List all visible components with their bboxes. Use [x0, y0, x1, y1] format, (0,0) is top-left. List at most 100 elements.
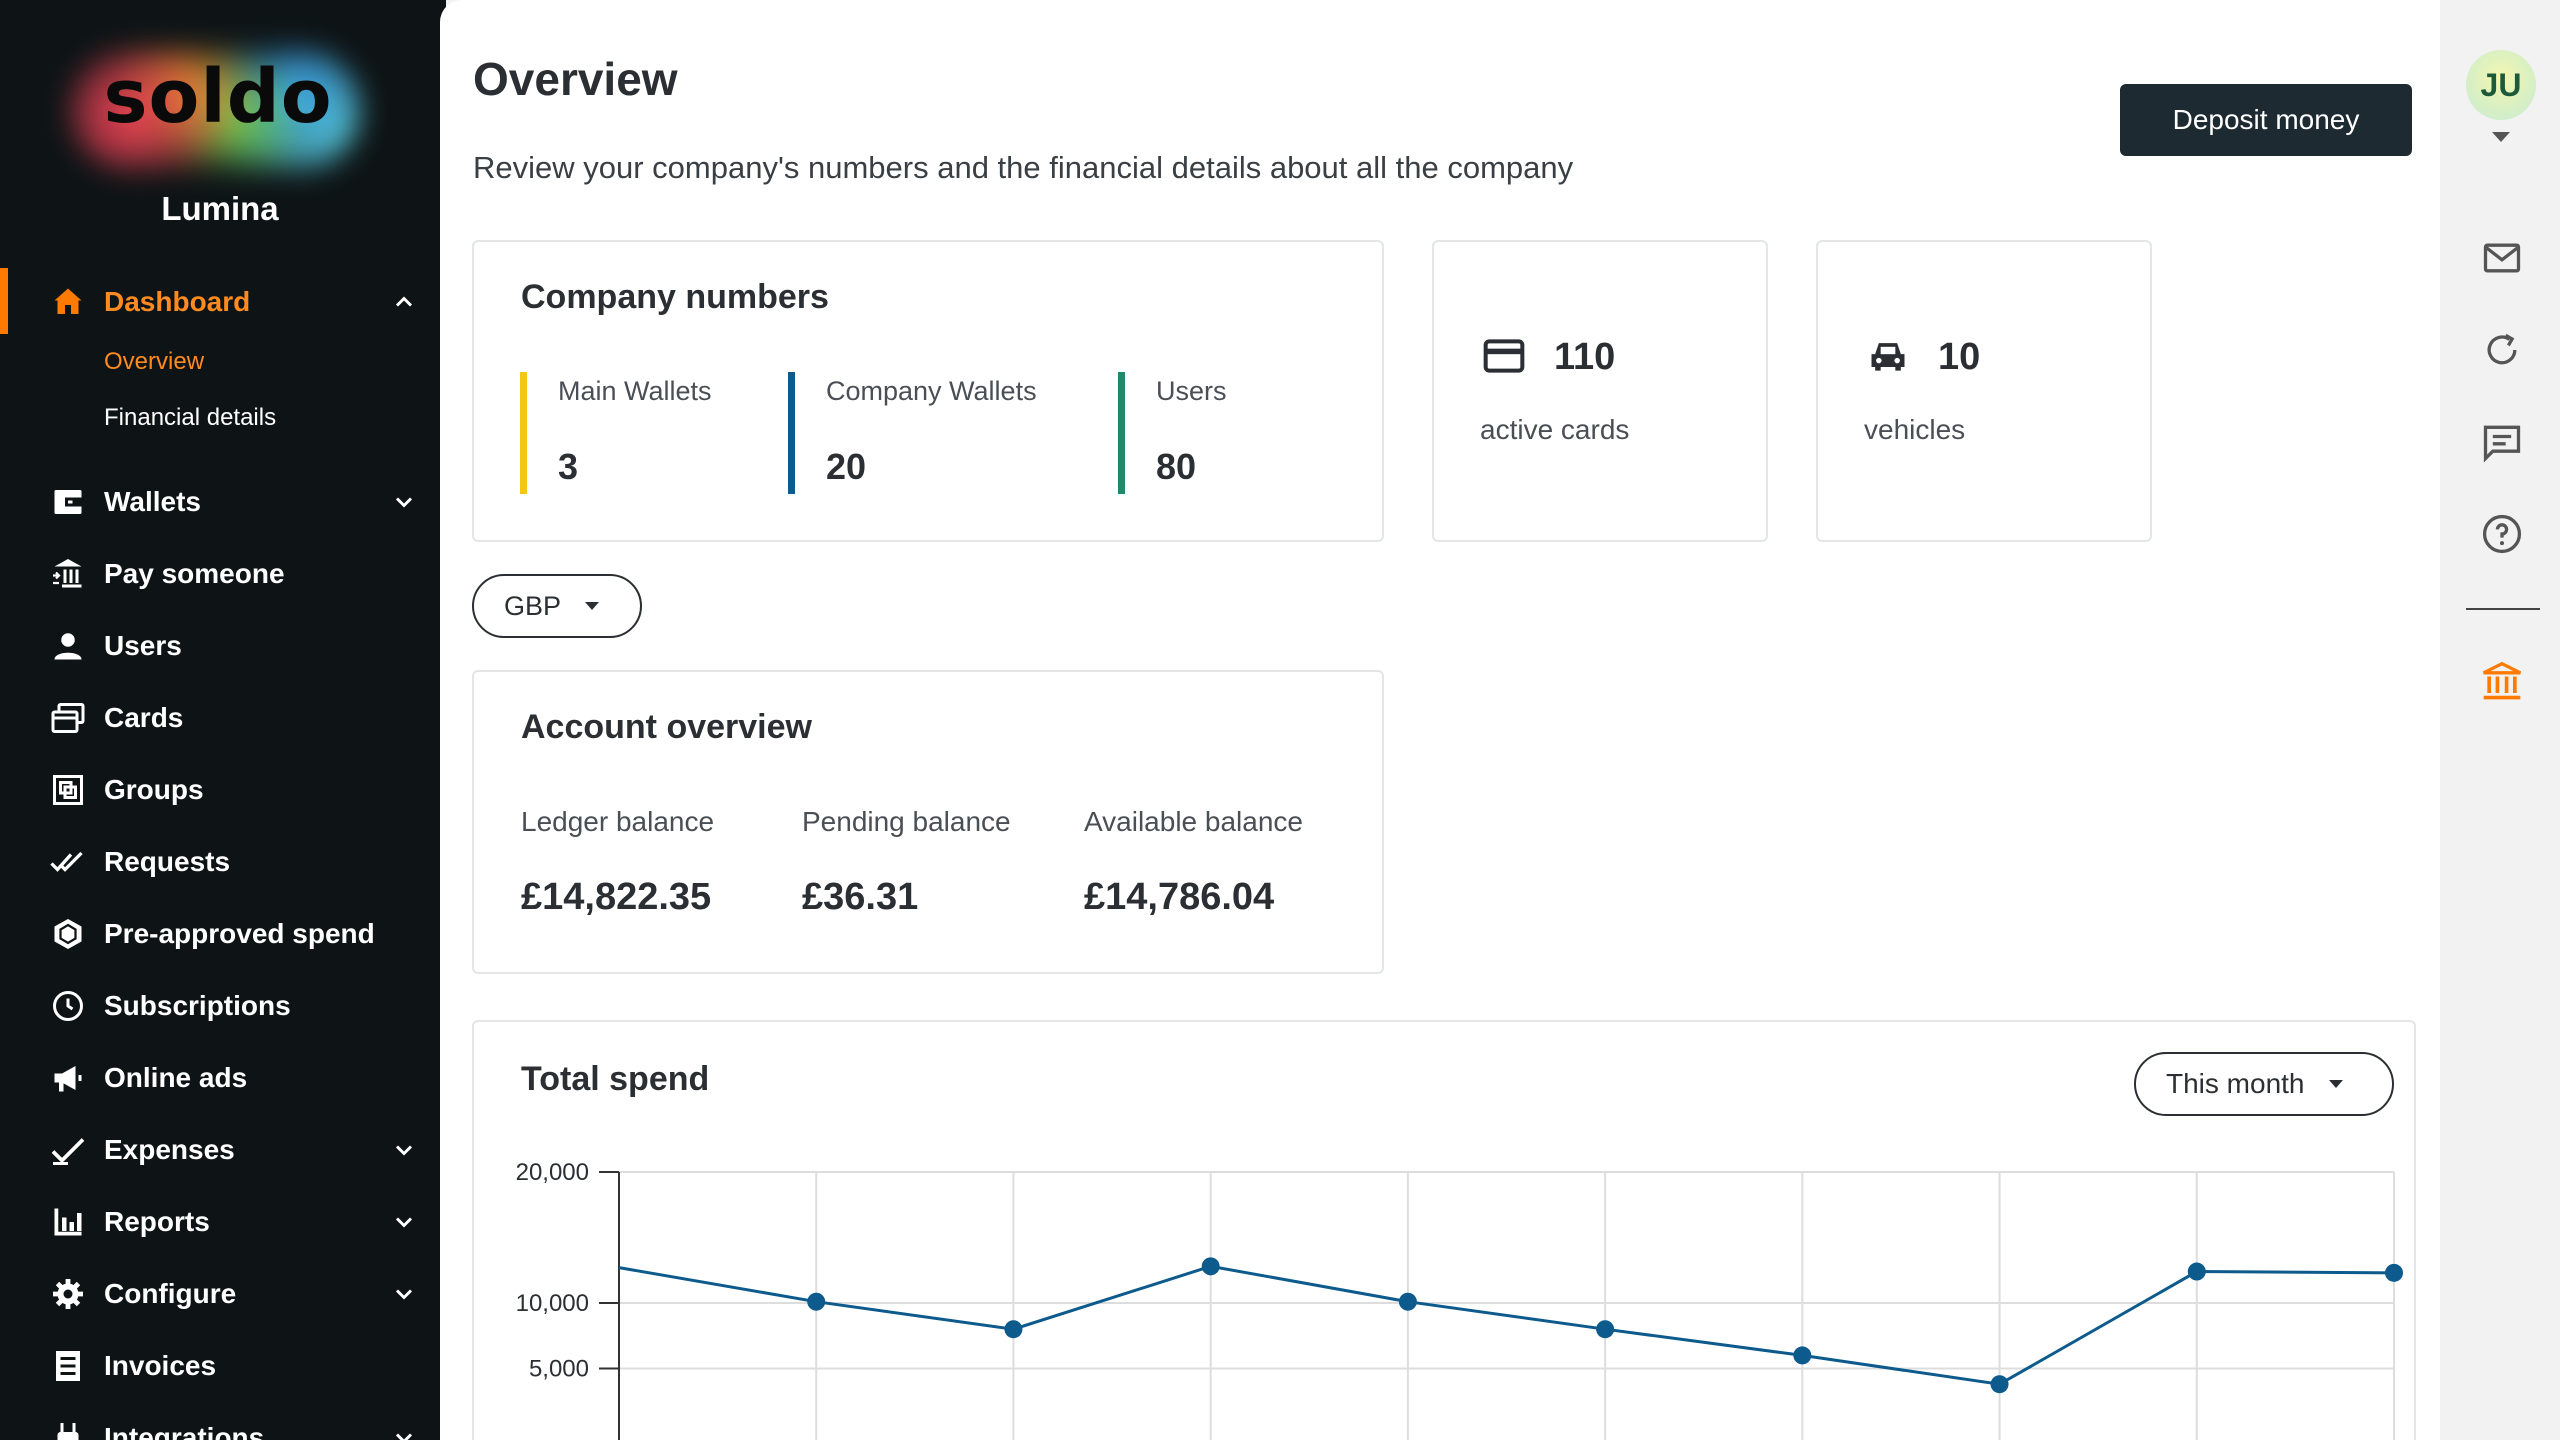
sidebar-item-label: Users	[104, 630, 182, 661]
currency-value: GBP	[504, 590, 562, 621]
stat-value: 10	[1938, 336, 1981, 378]
sidebar-item-cards[interactable]: Cards	[0, 688, 446, 748]
logo-text: soldo	[103, 54, 333, 140]
data-point	[1004, 1320, 1023, 1339]
sidebar-item-users[interactable]: Users	[0, 616, 446, 676]
stat-label: active cards	[1480, 414, 1630, 445]
total-spend-chart[interactable]: 20,000 10,000 5,000	[474, 1022, 2414, 1440]
sidebar-item-label: Cards	[104, 702, 184, 733]
page-title: Overview	[473, 53, 678, 105]
chevron-down-icon	[390, 1136, 418, 1164]
period-dropdown[interactable]: This month	[2134, 1052, 2394, 1116]
company-numbers-card: Company numbers Main Wallets 3 Company W…	[472, 240, 1384, 542]
stat-value: 110	[1554, 336, 1616, 378]
avatar-caret-icon[interactable]	[2492, 132, 2510, 142]
sidebar-item-pre-approved-spend[interactable]: Pre-approved spend	[0, 904, 446, 964]
data-point	[807, 1292, 826, 1311]
sidebar-item-label: Expenses	[104, 1134, 235, 1165]
available-balance-value: £14,786.04	[1084, 876, 1275, 918]
sidebar-item-dashboard[interactable]: Dashboard	[0, 272, 446, 332]
data-point	[1793, 1346, 1812, 1365]
mail-icon[interactable]	[2480, 236, 2524, 280]
data-point	[2187, 1262, 2206, 1281]
sidebar-item-subscriptions[interactable]: Subscriptions	[0, 976, 446, 1036]
user-avatar[interactable]: JU	[2466, 50, 2536, 120]
logo-glow	[70, 50, 360, 170]
data-point	[1596, 1320, 1615, 1339]
caret-down-icon	[2328, 1080, 2343, 1088]
sidebar-subitem-financial-details[interactable]: Financial details	[104, 404, 277, 431]
sidebar-item-label: Requests	[104, 846, 231, 877]
groups-icon	[50, 772, 86, 808]
pending-balance-label: Pending balance	[802, 806, 1011, 837]
cards-icon	[50, 700, 86, 736]
total-spend-card: 20,000 10,000 5,000 Total spend This month	[472, 1020, 2416, 1440]
currency-dropdown[interactable]: GBP	[472, 574, 642, 638]
chevron-down-icon	[390, 1208, 418, 1236]
sidebar-item-reports[interactable]: Reports	[0, 1192, 446, 1252]
bank-transfer-icon	[50, 556, 86, 592]
sidebar: soldo Lumina Dashboard Overview Financia…	[0, 0, 446, 1440]
check-icon	[50, 1132, 86, 1168]
refresh-icon[interactable]	[2480, 328, 2524, 372]
sidebar-subitem-overview[interactable]: Overview	[104, 348, 205, 375]
sidebar-item-label: Groups	[104, 774, 204, 805]
sidebar-item-integrations[interactable]: Integrations	[0, 1408, 446, 1440]
metric-value: 3	[558, 446, 579, 487]
sidebar-item-invoices[interactable]: Invoices	[0, 1336, 446, 1396]
card-title: Company numbers	[521, 278, 829, 316]
organization-name: Lumina	[161, 190, 279, 227]
home-icon	[50, 284, 86, 320]
sidebar-item-label: Pay someone	[104, 558, 285, 589]
y-tick-label: 5,000	[529, 1356, 589, 1383]
active-cards-card[interactable]: 110 active cards	[1432, 240, 1768, 542]
double-check-icon	[50, 844, 86, 880]
chevron-down-icon	[390, 1280, 418, 1308]
page-subtitle: Review your company's numbers and the fi…	[473, 150, 1574, 185]
chevron-down-icon	[390, 488, 418, 516]
vehicles-card[interactable]: 10 vehicles	[1816, 240, 2152, 542]
sidebar-item-label: Pre-approved spend	[104, 918, 375, 949]
sidebar-item-requests[interactable]: Requests	[0, 832, 446, 892]
y-tick-label: 10,000	[516, 1290, 589, 1317]
logo[interactable]: soldo	[0, 28, 446, 178]
sidebar-item-expenses[interactable]: Expenses	[0, 1120, 446, 1180]
chevron-down-icon	[390, 1424, 418, 1440]
sidebar-item-label: Wallets	[104, 486, 201, 517]
credit-card-icon	[1482, 334, 1526, 378]
sidebar-item-groups[interactable]: Groups	[0, 760, 446, 820]
metric-color-bar	[788, 372, 795, 494]
data-point	[1990, 1375, 2009, 1394]
sidebar-item-label: Integrations	[104, 1422, 265, 1440]
metric-color-bar	[1118, 372, 1125, 494]
sidebar-item-label: Invoices	[104, 1350, 217, 1381]
user-icon	[50, 628, 86, 664]
metric-label: Users	[1156, 376, 1227, 406]
bar-chart-icon	[50, 1204, 86, 1240]
card-title: Total spend	[521, 1060, 710, 1098]
chevron-up-icon	[390, 288, 418, 316]
sidebar-item-online-ads[interactable]: Online ads	[0, 1048, 446, 1108]
period-value: This month	[2166, 1068, 2305, 1099]
rail-divider	[2466, 608, 2540, 610]
account-overview-card: Account overview Ledger balance £14,822.…	[472, 670, 1384, 974]
deposit-money-button[interactable]: Deposit money	[2120, 84, 2412, 156]
bank-icon[interactable]	[2480, 660, 2524, 704]
available-balance-label: Available balance	[1084, 806, 1303, 837]
sidebar-item-label: Reports	[104, 1206, 210, 1237]
sidebar-item-configure[interactable]: Configure	[0, 1264, 446, 1324]
right-rail: JU	[2440, 0, 2560, 1440]
sidebar-item-label: Subscriptions	[104, 990, 291, 1021]
ledger-balance-label: Ledger balance	[521, 806, 715, 837]
invoice-icon	[50, 1348, 86, 1384]
megaphone-icon	[50, 1060, 86, 1096]
metric-label: Company Wallets	[826, 376, 1037, 406]
clock-icon	[50, 988, 86, 1024]
card-title: Account overview	[521, 708, 812, 746]
help-icon[interactable]	[2480, 512, 2524, 556]
caret-down-icon	[585, 602, 600, 610]
sidebar-item-pay-someone[interactable]: Pay someone	[0, 544, 446, 604]
chat-icon[interactable]	[2480, 420, 2524, 464]
sidebar-item-wallets[interactable]: Wallets	[0, 472, 446, 532]
metric-value: 20	[826, 446, 867, 487]
